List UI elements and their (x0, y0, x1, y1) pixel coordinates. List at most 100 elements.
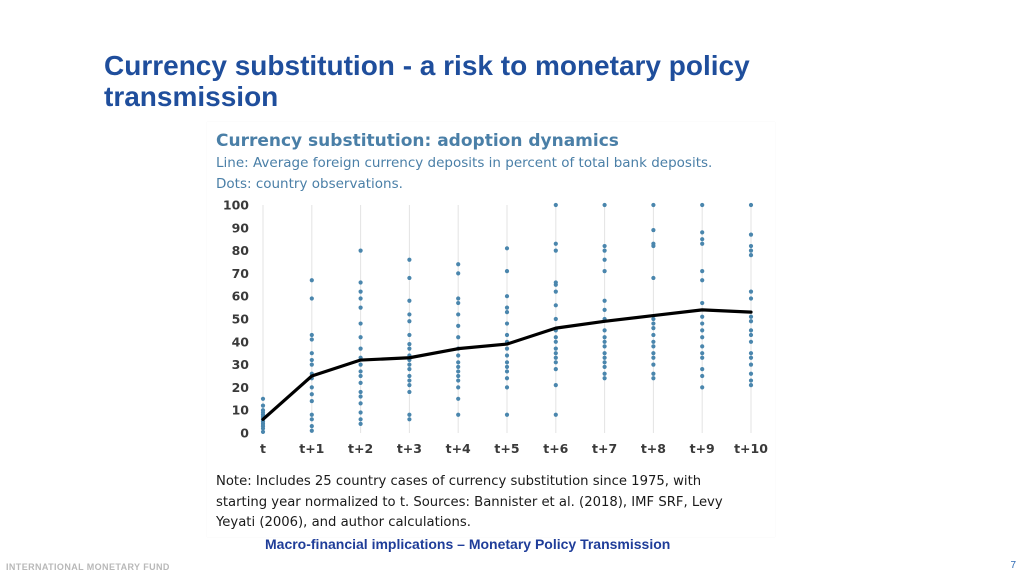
scatter-point (700, 241, 705, 246)
scatter-point (309, 351, 314, 356)
y-tick-label: 10 (232, 403, 250, 418)
scatter-point (553, 339, 558, 344)
scatter-point (504, 310, 510, 315)
note-line: Note: Includes 25 country cases of curre… (216, 474, 702, 489)
scatter-point (309, 278, 314, 283)
y-tick-label: 90 (232, 220, 250, 235)
scatter-point (309, 332, 314, 338)
scatter-point (260, 403, 266, 408)
scatter-point (358, 369, 363, 374)
scatter-point (358, 389, 363, 395)
scatter-point (602, 351, 607, 356)
scatter-point (651, 339, 656, 344)
scatter-point (407, 298, 412, 303)
scatter-point (700, 321, 705, 326)
scatter-point (651, 316, 656, 322)
scatter-point (407, 332, 412, 338)
y-tick-label: 100 (223, 198, 249, 213)
scatter-point (456, 364, 461, 369)
slide-title: Currency substitution - a risk to moneta… (104, 50, 750, 112)
scatter-point (358, 335, 363, 340)
scatter-point (602, 202, 607, 208)
scatter-point (748, 243, 754, 249)
scatter-point (602, 364, 607, 369)
scatter-point (456, 369, 461, 374)
chart-plot: 0 10 20 30 40 50 60 70 80 90 100 t t+1 t+2 t+3 t+4 t+5 t+… (223, 198, 768, 457)
scatter-point (602, 355, 607, 360)
scatter-point (504, 385, 510, 390)
scatter-point (309, 385, 314, 390)
chart-subtitle-dots: Dots: country observations. (216, 176, 403, 192)
scatter-point (748, 362, 754, 367)
scatter-point (358, 380, 363, 385)
scatter-point (456, 353, 461, 358)
scatter-point (358, 394, 363, 399)
scatter-point (748, 248, 754, 253)
chart-title: Currency substitution: adoption dynamics (216, 131, 619, 151)
scatter-point (456, 296, 461, 301)
scatter-point (407, 367, 412, 372)
scatter-point (602, 257, 607, 262)
scatter-point (602, 248, 607, 253)
scatter-point (358, 346, 363, 351)
scatter-point (309, 392, 314, 397)
scatter-point (504, 353, 510, 358)
scatter-point (504, 346, 510, 351)
scatter-point (456, 312, 461, 317)
scatter-point (456, 378, 461, 383)
scatter-point (553, 383, 558, 388)
scatter-point (748, 253, 754, 258)
scatter-point (407, 389, 412, 395)
scatter-point (700, 300, 705, 306)
scatter-point (407, 319, 412, 324)
y-tick-label: 50 (232, 312, 250, 327)
scatter-point (748, 371, 754, 376)
scatter-point (358, 305, 363, 310)
scatter-point (407, 362, 412, 367)
scatter-point (456, 385, 461, 390)
scatter-point (651, 326, 656, 331)
note-line: starting year normalized to t. Sources: … (216, 494, 723, 510)
scatter-point (553, 355, 558, 360)
scatter-point (407, 341, 412, 347)
scatter-point (651, 202, 656, 208)
scatter-point (553, 241, 558, 246)
scatter-point (748, 202, 754, 208)
scatter-point (748, 332, 754, 338)
scatter-point (553, 289, 558, 294)
scatter-point (456, 373, 461, 379)
scatter-point (309, 417, 314, 422)
scatter-point (700, 335, 705, 340)
scatter-point (504, 294, 510, 299)
scatter-point (553, 351, 558, 356)
scatter-point (651, 376, 656, 381)
x-tick-label: t+6 (543, 441, 568, 456)
scatter-point (602, 376, 607, 381)
scatter-point (260, 408, 266, 413)
scatter-point (456, 262, 461, 267)
scatter-point (553, 367, 558, 372)
scatter-point (407, 378, 412, 383)
scatter-point (651, 344, 656, 349)
scatter-point (309, 398, 314, 404)
scatter-point (700, 314, 705, 319)
scatter-point (602, 360, 607, 365)
scatter-point (407, 275, 412, 281)
scatter-point (553, 412, 558, 417)
scatter-point (407, 312, 412, 317)
scatter-point (602, 328, 607, 333)
scatter-point (748, 314, 754, 319)
scatter-point (309, 337, 314, 342)
scatter-point (748, 289, 754, 294)
scatter-point (700, 351, 705, 356)
scatter-point (504, 321, 510, 326)
scatter-point (651, 351, 656, 356)
average-line (261, 308, 753, 421)
scatter-point (553, 346, 558, 351)
scatter-point (309, 412, 314, 417)
x-tick-label: t+4 (446, 441, 471, 456)
x-tick-label: t+3 (397, 441, 422, 456)
scatter-point (358, 362, 363, 367)
scatter-point (309, 357, 314, 363)
scatter-point (407, 412, 412, 417)
